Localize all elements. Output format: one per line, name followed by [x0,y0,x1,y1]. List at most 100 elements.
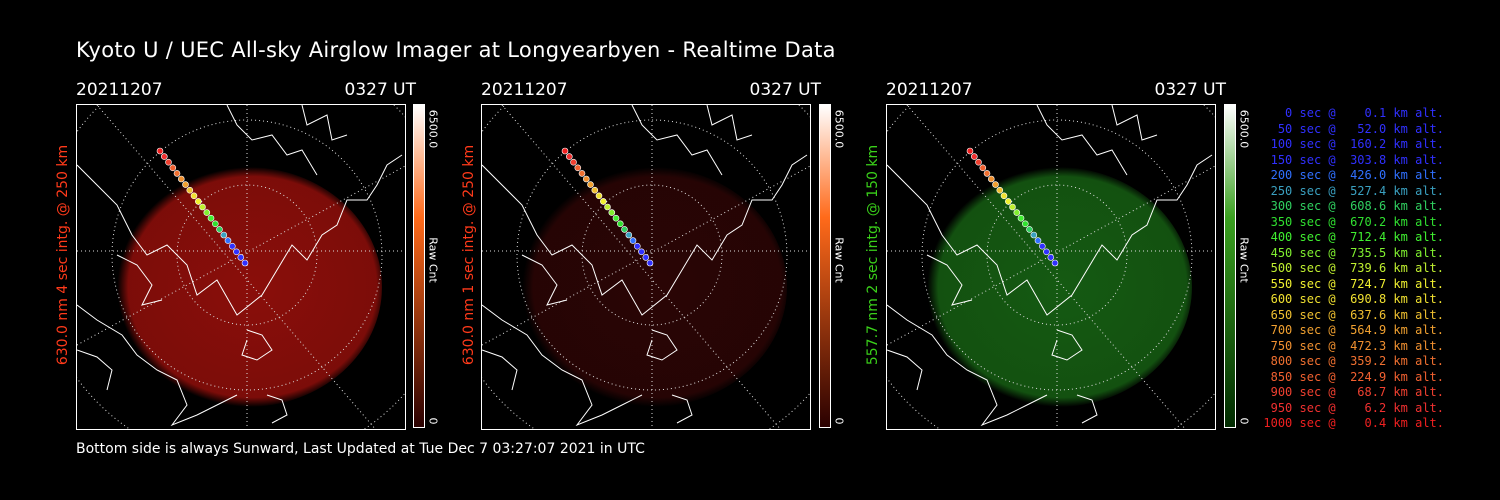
panel-1: 20211207 0327 UT [76,80,426,430]
trajectory-point [229,242,236,250]
legend-row: 0 sec @ 0.1 km alt. [1263,106,1444,120]
trajectory-point [1051,259,1059,267]
trajectory-point [207,214,215,222]
trajectory-point [600,198,607,205]
trajectory-point [621,226,628,233]
panel-1-date: 20211207 [76,80,163,100]
panel-2-image [481,104,811,430]
panel-2: 20211207 0327 UT [481,80,831,430]
trajectory-point [625,231,633,239]
panel-2-cbar-min: 0 [832,417,846,425]
coastline [1051,329,1083,361]
panel-3-map [887,105,1215,429]
coastline [482,154,808,316]
trajectory-point [212,220,219,228]
coastline [301,105,348,141]
panel-3-image [886,104,1216,430]
panel-3-cbar-max: 6500.0 [1237,109,1251,149]
panel-3: 20211207 0327 UT [886,80,1236,430]
panel-2-cbar-unit: Raw Cnt [832,237,846,283]
trajectory-point [195,198,202,205]
trajectory-point [1013,209,1021,216]
legend-row: 350 sec @ 670.2 km alt. [1263,214,1444,229]
trajectory-point [220,231,228,239]
trajectory-point [983,170,991,177]
legend-row: 50 sec @ 52.0 km alt. [1263,121,1444,136]
trajectory-point [169,164,177,172]
trajectory-point [241,259,249,267]
coastline [887,154,1213,316]
panel-1-image [76,104,406,430]
coastline [77,154,403,316]
coastline [887,304,1048,427]
coastline [631,105,723,176]
trajectory-point [591,186,599,194]
panel-3-ylabel: 557.7 nm 2 sec intg. @ 150 km [862,80,884,430]
legend-row: 400 sec @ 712.4 km alt. [1263,230,1444,244]
airglow-image [922,167,1192,407]
trajectory-point [578,170,586,177]
trajectory-point [1026,226,1033,233]
trajectory-point [992,181,999,188]
coastline [671,394,693,424]
trajectory-point [570,158,577,166]
legend-row: 1000 sec @ 0.4 km alt. [1263,416,1444,430]
panel-2-ylabel-text: 630.0 nm 1 sec intg. @ 250 km [461,144,477,366]
coastline [226,105,318,176]
trajectory-point [1005,198,1012,205]
trajectory-point [173,170,181,177]
trajectory-point [642,254,650,261]
coastline [521,254,568,306]
trajectory-point [224,237,232,244]
coastline [1076,394,1098,424]
trajectory-point [587,181,594,188]
trajectory-point [199,203,206,211]
grid-circle [176,184,318,326]
panel-2-ylabel: 630.0 nm 1 sec intg. @ 250 km [458,80,480,430]
airglow-image [517,167,787,407]
trajectory-point [612,214,620,222]
trajectory-point [988,175,995,183]
coastline [482,304,643,427]
trajectory-point [182,181,189,188]
legend-row: 750 sec @ 472.3 km alt. [1263,338,1444,353]
coastline [706,105,753,141]
legend-row: 550 sec @ 724.7 km alt. [1263,276,1444,291]
coastline [1036,105,1128,176]
legend-row: 800 sec @ 359.2 km alt. [1263,354,1444,368]
coastline [266,394,288,424]
legend-row: 100 sec @ 160.2 km alt. [1263,137,1444,151]
trajectory-point [583,175,590,183]
coastline [887,349,923,391]
panel-1-time: 0327 UT [344,80,417,100]
legend-row: 700 sec @ 564.9 km alt. [1263,323,1444,337]
trajectory-point [1043,248,1050,256]
panel-1-map [77,105,405,429]
trajectory-point [1047,254,1055,261]
grid-circle [581,184,723,326]
panel-1-ylabel: 630.0 nm 4 sec intg. @ 250 km [52,80,74,430]
trajectory-point [1009,203,1016,211]
page-title: Kyoto U / UEC All-sky Airglow Imager at … [76,38,836,62]
legend-row: 900 sec @ 68.7 km alt. [1263,385,1444,399]
trajectory-point [1022,220,1029,228]
airglow-image [112,167,382,407]
panel-2-date: 20211207 [481,80,568,100]
panel-2-colorbar [819,104,831,428]
trajectory-point [233,248,240,256]
panel-2-cbar-max: 6500.0 [832,109,846,149]
trajectory-point [1030,231,1038,239]
coastline [116,254,163,306]
trajectory-point [161,153,168,160]
panel-2-time: 0327 UT [749,80,822,100]
panel-3-date: 20211207 [886,80,973,100]
coastline [77,349,113,391]
trajectory-point [1000,192,1008,200]
coastline [646,329,678,361]
trajectory-point [966,147,974,155]
panel-3-cbar-unit: Raw Cnt [1237,237,1251,283]
coastline [77,304,238,427]
trajectory-point [165,158,172,166]
legend-row: 150 sec @ 303.8 km alt. [1263,152,1444,167]
coastline [241,329,273,361]
